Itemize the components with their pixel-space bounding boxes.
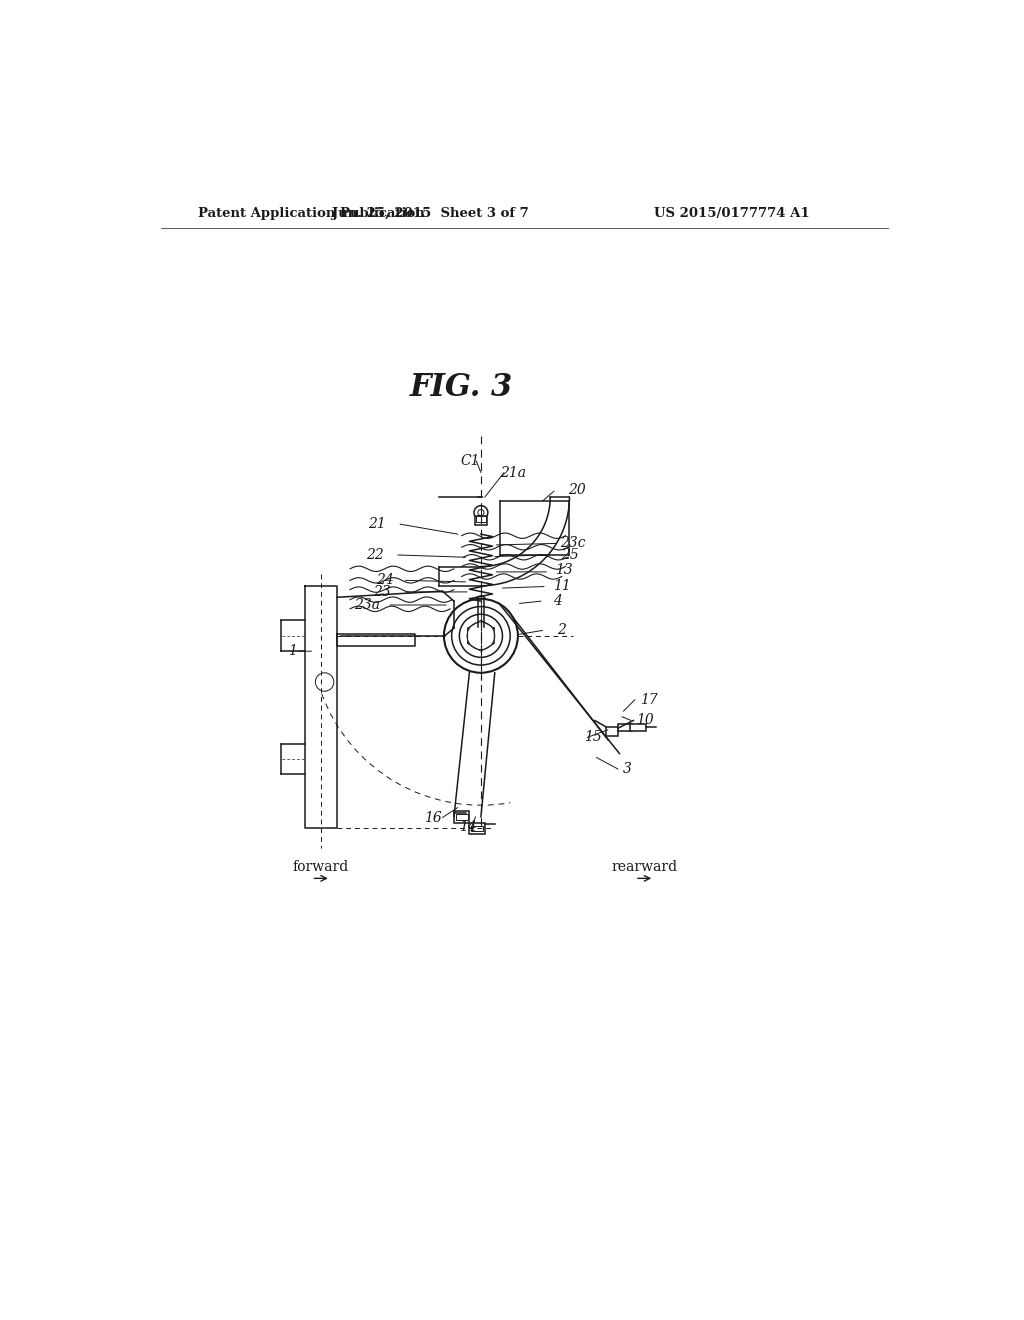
Circle shape xyxy=(478,510,484,516)
FancyBboxPatch shape xyxy=(475,516,487,525)
Circle shape xyxy=(474,506,487,520)
FancyBboxPatch shape xyxy=(454,812,469,822)
Text: 24: 24 xyxy=(376,573,393,587)
Text: 1: 1 xyxy=(288,644,297,659)
Text: Jun. 25, 2015  Sheet 3 of 7: Jun. 25, 2015 Sheet 3 of 7 xyxy=(333,207,529,220)
Text: 11: 11 xyxy=(553,578,570,593)
Text: 14: 14 xyxy=(459,820,477,834)
FancyBboxPatch shape xyxy=(617,723,632,731)
Text: forward: forward xyxy=(293,859,349,874)
Text: FIG. 3: FIG. 3 xyxy=(410,372,513,404)
Text: C1: C1 xyxy=(461,454,480,469)
Circle shape xyxy=(460,614,503,657)
FancyBboxPatch shape xyxy=(605,726,617,737)
FancyBboxPatch shape xyxy=(475,609,487,618)
Circle shape xyxy=(444,599,518,673)
Text: 21a: 21a xyxy=(501,466,526,479)
Text: 2: 2 xyxy=(557,623,566,638)
Circle shape xyxy=(467,622,495,649)
Text: US 2015/0177774 A1: US 2015/0177774 A1 xyxy=(654,207,810,220)
FancyBboxPatch shape xyxy=(476,516,485,521)
FancyBboxPatch shape xyxy=(471,826,483,832)
Text: Patent Application Publication: Patent Application Publication xyxy=(199,207,425,220)
Circle shape xyxy=(315,673,334,692)
Circle shape xyxy=(452,607,510,665)
Text: 25: 25 xyxy=(560,548,579,562)
Text: 10: 10 xyxy=(636,714,653,727)
Text: 20: 20 xyxy=(568,483,586,496)
Text: 23c: 23c xyxy=(560,536,586,550)
FancyBboxPatch shape xyxy=(476,615,485,622)
Text: 3: 3 xyxy=(623,762,632,776)
Text: 13: 13 xyxy=(555,564,573,577)
Text: 4: 4 xyxy=(554,594,562,609)
Text: 22: 22 xyxy=(366,548,384,562)
FancyBboxPatch shape xyxy=(469,822,484,834)
FancyBboxPatch shape xyxy=(630,725,646,730)
Circle shape xyxy=(475,595,486,607)
Text: 23a: 23a xyxy=(354,598,380,612)
Text: 21: 21 xyxy=(368,517,386,531)
Text: 15: 15 xyxy=(584,730,601,744)
Text: 16: 16 xyxy=(424,810,442,825)
FancyBboxPatch shape xyxy=(456,814,468,820)
Text: 17: 17 xyxy=(640,693,657,706)
Text: rearward: rearward xyxy=(612,859,678,874)
Text: 23: 23 xyxy=(374,585,391,599)
